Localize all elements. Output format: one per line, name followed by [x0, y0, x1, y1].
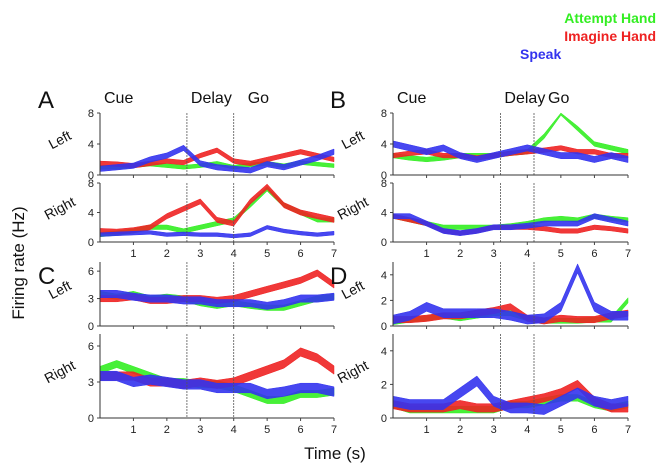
series-band-speak [99, 144, 335, 174]
series-band-imagine-hand [99, 147, 335, 169]
series-band-speak [392, 263, 629, 325]
phase-label-delay: Delay [504, 90, 545, 107]
x-tick-label: 2 [457, 424, 463, 436]
x-tick-label: 7 [331, 248, 337, 260]
x-tick-label: 1 [424, 248, 430, 260]
y-tick-label: 0 [381, 413, 387, 425]
y-tick-label: 8 [381, 178, 387, 190]
y-tick-label: 8 [88, 178, 94, 190]
panel-letter-b: B [330, 87, 346, 114]
y-tick-label: 4 [88, 139, 94, 151]
y-tick-label: 8 [88, 108, 94, 120]
row-label-right: Right [334, 193, 370, 223]
series-band-imagine-hand [99, 269, 335, 304]
row-label-left: Left [46, 127, 74, 152]
y-tick-label: 0 [88, 321, 94, 333]
phase-label-cue: Cue [104, 90, 133, 107]
x-axis-title: Time (s) [304, 444, 366, 463]
row-label-right: Right [334, 357, 370, 387]
y-tick-label: 4 [381, 208, 387, 220]
phase-label-delay: Delay [191, 90, 232, 107]
y-tick-label: 2 [381, 295, 387, 307]
y-tick-label: 0 [381, 321, 387, 333]
x-tick-label: 5 [558, 248, 564, 260]
x-tick-label: 7 [331, 424, 337, 436]
x-tick-label: 1 [130, 424, 136, 436]
legend-imagine-hand: Imagine Hand [564, 28, 656, 44]
x-tick-label: 2 [457, 248, 463, 260]
series-band-speak [99, 370, 335, 400]
series-band-speak [392, 375, 629, 415]
phase-label-go: Go [548, 90, 569, 107]
y-tick-label: 4 [88, 208, 94, 220]
x-tick-label: 4 [231, 248, 237, 260]
x-tick-label: 5 [558, 424, 564, 436]
y-tick-label: 0 [88, 170, 94, 182]
phase-label-cue: Cue [397, 90, 426, 107]
x-tick-label: 6 [591, 248, 597, 260]
x-tick-label: 7 [625, 248, 631, 260]
series-band-speak [99, 290, 335, 310]
y-tick-label: 4 [381, 270, 387, 282]
x-tick-label: 3 [197, 424, 203, 436]
series-band-speak [392, 213, 629, 236]
x-tick-label: 4 [524, 424, 530, 436]
x-tick-label: 3 [491, 424, 497, 436]
legend-speak: Speak [520, 46, 561, 62]
y-tick-label: 6 [88, 266, 94, 278]
y-tick-label: 3 [88, 294, 94, 306]
x-tick-label: 4 [524, 248, 530, 260]
y-tick-label: 0 [88, 237, 94, 249]
y-tick-label: 4 [381, 346, 387, 358]
series-band-speak [392, 140, 629, 163]
y-tick-label: 3 [88, 377, 94, 389]
y-tick-label: 0 [88, 413, 94, 425]
x-tick-label: 3 [197, 248, 203, 260]
series-band-imagine-hand [392, 379, 629, 413]
x-tick-label: 3 [491, 248, 497, 260]
x-tick-label: 1 [424, 424, 430, 436]
legend: Attempt Hand Imagine Hand Speak [520, 10, 656, 62]
y-axis-title: Firing rate (Hz) [9, 206, 28, 319]
legend-attempt-hand: Attempt Hand [564, 10, 656, 26]
x-tick-label: 6 [298, 424, 304, 436]
y-tick-label: 0 [381, 237, 387, 249]
y-tick-label: 6 [88, 341, 94, 353]
series-band-imagine-hand [99, 183, 335, 235]
x-tick-label: 5 [264, 424, 270, 436]
panel-letter-d: D [330, 263, 347, 290]
x-tick-label: 1 [130, 248, 136, 260]
y-tick-label: 4 [381, 139, 387, 151]
x-tick-label: 5 [264, 248, 270, 260]
y-tick-label: 0 [381, 170, 387, 182]
x-tick-label: 2 [164, 424, 170, 436]
row-label-right: Right [41, 193, 77, 223]
x-tick-label: 6 [298, 248, 304, 260]
series-band-speak [99, 225, 335, 239]
y-tick-label: 2 [381, 379, 387, 391]
phase-label-go: Go [248, 90, 269, 107]
panel-letter-a: A [38, 87, 54, 114]
row-label-right: Right [41, 357, 77, 387]
row-label-left: Left [339, 127, 367, 152]
x-tick-label: 4 [231, 424, 237, 436]
x-tick-label: 7 [625, 424, 631, 436]
x-tick-label: 6 [591, 424, 597, 436]
y-tick-label: 8 [381, 108, 387, 120]
panel-letter-c: C [38, 263, 55, 290]
x-tick-label: 2 [164, 248, 170, 260]
